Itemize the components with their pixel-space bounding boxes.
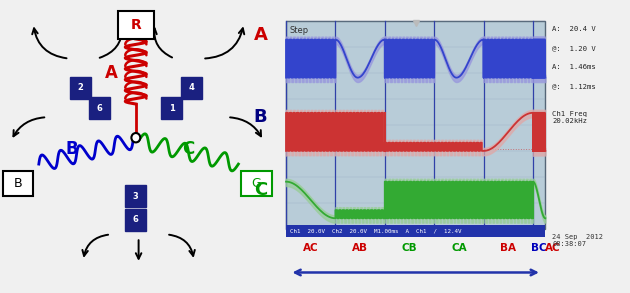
Bar [286,225,546,237]
Text: C: C [254,181,267,200]
FancyBboxPatch shape [161,97,182,120]
FancyBboxPatch shape [70,77,91,99]
Text: A:  20.4 V: A: 20.4 V [553,26,596,32]
Text: Step: Step [290,26,309,35]
Text: AB: AB [352,243,368,253]
Text: CB: CB [402,243,417,253]
Bar [118,11,154,39]
FancyBboxPatch shape [181,77,202,99]
FancyBboxPatch shape [125,209,146,231]
Bar [241,171,272,196]
Text: 1: 1 [169,104,175,113]
Text: A:  1.46ms: A: 1.46ms [553,64,596,70]
FancyBboxPatch shape [125,185,146,207]
Text: BA: BA [500,243,516,253]
Text: @:  1.20 V: @: 1.20 V [553,45,596,51]
Text: AC: AC [303,243,319,253]
Text: B: B [14,177,22,190]
Text: @:  1.12ms: @: 1.12ms [553,84,596,89]
Text: AC: AC [544,243,560,253]
Text: B: B [254,108,267,126]
Text: 6: 6 [97,104,103,113]
Text: C: C [182,140,195,159]
Text: A: A [105,64,117,82]
Text: Ch1  20.0V  Ch2  20.0V  M1.00ms  A  Ch1  /  12.4V: Ch1 20.0V Ch2 20.0V M1.00ms A Ch1 / 12.4… [290,228,461,234]
Text: A: A [254,26,268,44]
Text: BC: BC [531,243,547,253]
Text: B: B [66,140,78,159]
Text: CA: CA [451,243,467,253]
Bar [286,21,546,229]
Circle shape [132,133,140,142]
Text: 4: 4 [188,84,194,92]
Text: 3: 3 [133,192,139,201]
Text: 6: 6 [133,215,139,224]
Text: 2: 2 [77,84,83,92]
Text: R: R [130,18,141,32]
Text: Ch1 Freq
20.02kHz: Ch1 Freq 20.02kHz [553,111,587,124]
FancyBboxPatch shape [89,97,110,120]
Text: 24 Sep  2012
08:38:07: 24 Sep 2012 08:38:07 [553,234,604,247]
Bar [3,171,33,196]
Text: G: G [251,177,261,190]
